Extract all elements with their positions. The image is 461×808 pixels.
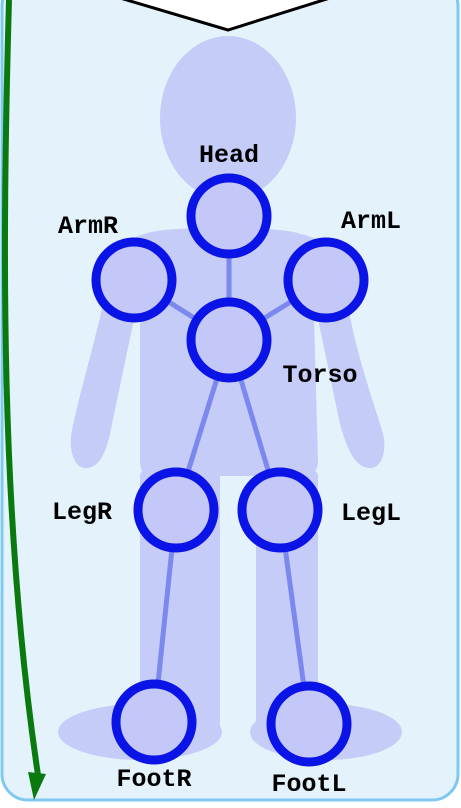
silhouette-head	[160, 36, 296, 200]
joint-label-footr: FootR	[116, 765, 191, 794]
joint-arml[interactable]	[283, 237, 369, 323]
joint-label-torso: Torso	[282, 361, 357, 390]
joint-armr[interactable]	[91, 237, 177, 323]
joint-footr[interactable]	[111, 679, 197, 765]
joint-label-arml: ArmL	[341, 207, 401, 236]
joint-legl[interactable]	[237, 467, 323, 553]
joint-label-armr: ArmR	[58, 212, 118, 241]
joint-torso[interactable]	[186, 297, 272, 383]
joint-label-footl: FootL	[271, 770, 346, 799]
joint-label-legr: LegR	[52, 498, 112, 527]
joint-legr[interactable]	[133, 467, 219, 553]
joint-footl[interactable]	[266, 681, 352, 767]
green-arrow-stroke	[1, 0, 41, 776]
green-arrow-head-icon	[28, 772, 46, 800]
joint-head[interactable]	[186, 173, 272, 259]
pointer-triangle	[121, 0, 329, 32]
joint-label-legl: LegL	[341, 499, 401, 528]
joint-label-head: Head	[199, 141, 259, 170]
joint-nodes: Head ArmR ArmL Torso LegR LegL FootR FootL	[52, 141, 401, 799]
